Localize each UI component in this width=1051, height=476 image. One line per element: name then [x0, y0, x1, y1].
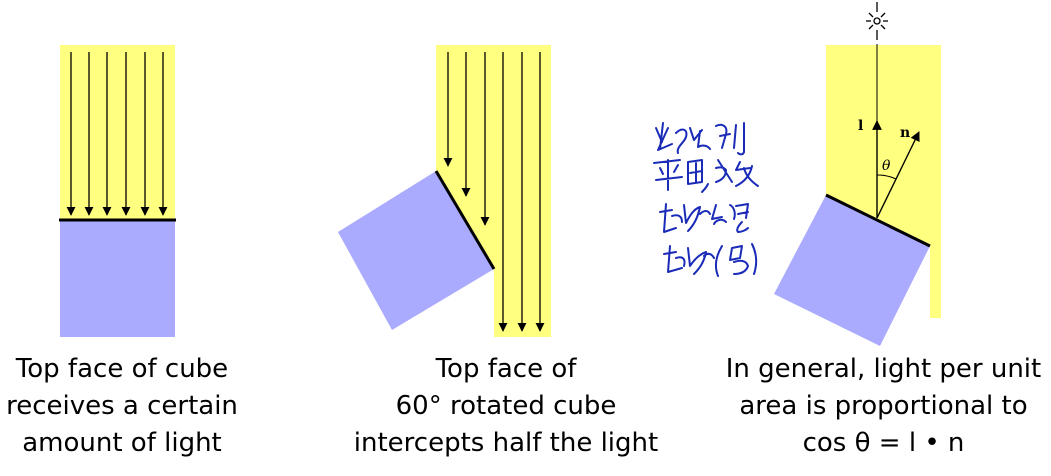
caption-line: Top face of [435, 354, 577, 384]
normal-vector-n [876, 131, 920, 219]
caption-line: 60° rotated cube [395, 391, 617, 421]
cube-top-face [434, 170, 496, 270]
panel-3-caption: In general, light per unit area is propo… [716, 351, 1051, 462]
panel-2-rotated-cube [338, 45, 551, 337]
cube-top-face [825, 193, 931, 248]
light-beam [826, 45, 941, 318]
vector-n-label: n [900, 125, 910, 141]
vector-l-label: l [858, 118, 863, 134]
caption-line: Top face of cube [15, 354, 229, 384]
panel-1-flat-cube [59, 45, 176, 337]
panel-3-general-case: l n θ [774, 2, 941, 346]
panel-2-caption: Top face of 60° rotated cube intercepts … [341, 351, 671, 462]
panel-1-caption: Top face of cube receives a certain amou… [0, 351, 244, 462]
angle-theta-label: θ [882, 158, 891, 174]
caption-line: intercepts half the light [353, 428, 659, 458]
light-rays [443, 52, 545, 332]
cube [774, 195, 930, 346]
handwritten-line [663, 243, 758, 277]
cube [338, 171, 494, 330]
caption-line: cos θ = l • n [802, 428, 965, 458]
handwritten-line [659, 203, 749, 233]
light-source-icon [866, 2, 888, 40]
handwritten-line [653, 159, 759, 193]
light-beam [60, 45, 175, 220]
angle-arc [876, 174, 897, 180]
caption-line: In general, light per unit [725, 354, 1042, 384]
cube [60, 220, 175, 337]
light-rays [66, 52, 168, 216]
caption-line: receives a certain [6, 391, 238, 421]
handwritten-line [655, 122, 745, 156]
caption-line: amount of light [22, 428, 222, 458]
handwritten-note [653, 122, 759, 277]
caption-line: area is proportional to [739, 391, 1028, 421]
